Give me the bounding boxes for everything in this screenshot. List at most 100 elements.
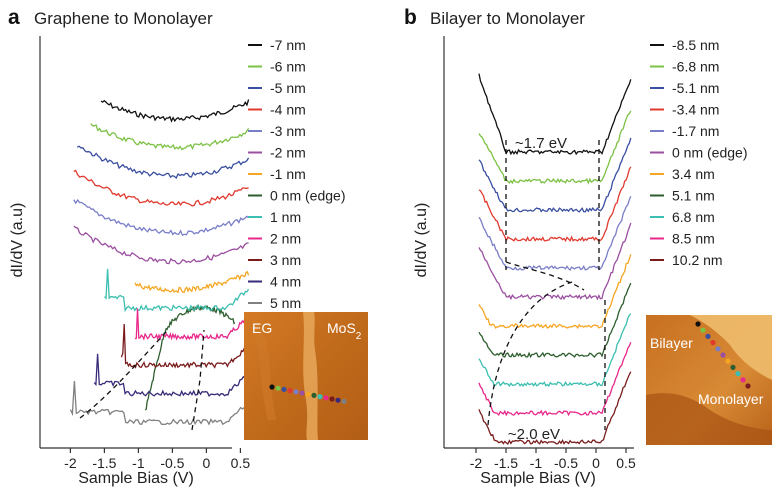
inset-marker (335, 397, 341, 403)
panel-a-series-line (134, 270, 250, 294)
panel-b-dash-mid (505, 261, 585, 291)
panel-a-series-line (73, 198, 249, 237)
inset-marker (745, 383, 751, 389)
panel-b-series-line (478, 282, 632, 359)
legend-entry: 1 nm (270, 209, 301, 225)
panel-a-series-line (134, 308, 250, 341)
legend-entry: -5 nm (270, 80, 306, 96)
panel-b-xlabel: Sample Bias (V) (480, 470, 596, 487)
x-tick-label: 0.5 (616, 455, 636, 471)
inset-marker (293, 389, 299, 395)
panel-b-dash-left-bottom (487, 281, 573, 426)
panel-a-dash-right (191, 329, 205, 431)
legend-entry: 3 nm (270, 252, 301, 268)
legend-entry: -2 nm (270, 145, 306, 161)
panel-b-title: Bilayer to Monolayer (430, 9, 585, 28)
x-tick-label: -2 (470, 455, 483, 471)
inset-marker (720, 352, 726, 358)
panel-b-series-line (478, 110, 632, 185)
panel-a-legend: -7 nm -6 nm -5 nm -4 nm -3 nm -2 nm -1 nm 0 nm … (248, 37, 345, 311)
x-tick-label: -2 (64, 455, 77, 471)
panel-b-series-line (478, 254, 632, 329)
panel-a-series-line (144, 304, 236, 411)
inset-marker (311, 392, 317, 398)
x-tick-label: -1.5 (92, 455, 116, 471)
panel-a-inset-left-label: EG (252, 320, 272, 336)
inset-marker (287, 388, 293, 394)
inset-marker (323, 395, 329, 401)
panel-b-series-line (478, 222, 632, 301)
legend-entry: -6.8 nm (672, 59, 719, 75)
panel-a-series-line (90, 123, 250, 151)
inset-marker (317, 394, 323, 400)
legend-entry: -5.1 nm (672, 80, 719, 96)
inset-marker (725, 358, 731, 364)
panel-b-series-line (478, 371, 632, 445)
legend-entry: -1.7 nm (672, 123, 719, 139)
panel-a-traces (69, 99, 250, 431)
legend-entry: 0 nm (edge) (270, 188, 345, 204)
panel-a-series-line (100, 99, 250, 123)
panel-b-inset-top-label: Bilayer (650, 335, 693, 351)
inset-marker (700, 327, 706, 333)
panel-b-inset-bottom-label: Monolayer (698, 391, 764, 407)
legend-entry: 6.8 nm (672, 209, 715, 225)
panel-a-series-line (76, 145, 250, 180)
inset-marker (299, 390, 305, 396)
panel-b-ylabel: dI/dV (a.u) (413, 203, 430, 278)
legend-entry: 10.2 nm (672, 252, 723, 268)
x-tick-label: -1.5 (494, 455, 518, 471)
x-tick-label: -1 (132, 455, 145, 471)
legend-entry: -6 nm (270, 59, 306, 75)
panel-a-series-line (120, 323, 249, 369)
legend-entry: -8.5 nm (672, 37, 719, 53)
inset-marker (730, 364, 736, 370)
inset-marker (740, 377, 746, 383)
panel-b-x-ticks: -2 -1.5 -1 -0.5 0 0.5 (470, 448, 636, 471)
inset-marker (705, 333, 711, 339)
panel-b: b Bilayer to Monolayer -2 -1.5 -1 -0.5 0 0.5 … (404, 6, 772, 487)
panel-a-ylabel: dI/dV (a.u) (9, 203, 26, 278)
panel-b-gap-annotation-bottom: ~2.0 eV (508, 426, 560, 443)
legend-entry: 3.4 nm (672, 166, 715, 182)
panel-b-series-line (478, 137, 632, 213)
legend-entry: 5 nm (270, 295, 301, 311)
inset-marker (341, 398, 347, 404)
legend-entry: -1 nm (270, 166, 306, 182)
legend-entry: -7 nm (270, 37, 306, 53)
panel-b-inset-dots (695, 321, 751, 389)
panel-a-x-ticks: -2 -1.5 -1 -0.5 0 0.5 (64, 448, 250, 471)
panel-b-series-line (478, 196, 632, 272)
panel-a-dash-left (79, 329, 169, 419)
panel-a-series-line (103, 268, 250, 313)
panel-a-xlabel: Sample Bias (V) (78, 470, 194, 487)
x-tick-label: -0.5 (160, 455, 184, 471)
panel-a-inset-right-label: MoS2 (327, 320, 362, 342)
legend-entry: -3 nm (270, 123, 306, 139)
panel-a-inset-step-edge (303, 312, 318, 440)
panel-a-series-line (73, 169, 249, 207)
legend-entry: 8.5 nm (672, 231, 715, 247)
panel-a-series-line (93, 353, 250, 397)
inset-marker (269, 384, 275, 390)
x-tick-label: -0.5 (554, 455, 578, 471)
inset-marker (275, 385, 281, 391)
panel-b-gap-annotation-top: ~1.7 eV (515, 135, 567, 152)
panel-a-title: Graphene to Monolayer (34, 9, 213, 28)
panel-b-traces (478, 73, 632, 445)
x-tick-label: -1 (530, 455, 543, 471)
inset-marker (695, 321, 701, 327)
inset-marker (281, 386, 287, 392)
panel-a: a Graphene to Monolayer -2 -1.5 -1 -0.5 0 0.5… (8, 6, 368, 487)
panel-a-series-line (69, 380, 250, 426)
inset-marker (305, 391, 311, 397)
panel-b-label: b (404, 6, 417, 29)
inset-marker (710, 340, 716, 346)
x-tick-label: 0 (203, 455, 211, 471)
panel-a-inset-dots (269, 384, 347, 404)
panel-b-legend: -8.5 nm -6.8 nm -5.1 nm -3.4 nm -1.7 nm 0 nm … (650, 37, 747, 268)
panel-b-inset: Bilayer Monolayer (646, 315, 772, 445)
legend-entry: -3.4 nm (672, 102, 719, 118)
x-tick-label: 0.5 (231, 455, 251, 471)
